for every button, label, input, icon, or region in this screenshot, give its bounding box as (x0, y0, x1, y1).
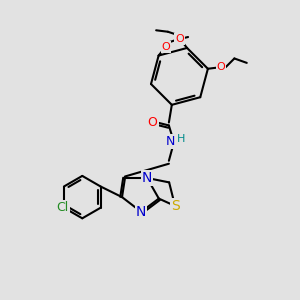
Text: O: O (148, 116, 158, 129)
Text: N: N (142, 171, 152, 185)
Text: N: N (166, 134, 175, 148)
Text: O: O (217, 62, 226, 72)
Text: N: N (136, 205, 146, 219)
Text: O: O (162, 42, 170, 52)
Text: O: O (175, 34, 184, 44)
Text: Cl: Cl (56, 201, 69, 214)
Text: H: H (176, 134, 185, 144)
Text: S: S (171, 199, 179, 213)
